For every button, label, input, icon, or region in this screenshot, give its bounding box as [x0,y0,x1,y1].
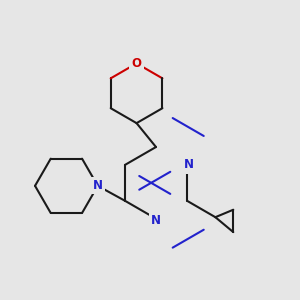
Text: N: N [184,158,194,171]
Text: O: O [132,57,142,70]
Text: N: N [151,214,161,227]
Text: N: N [93,179,103,192]
